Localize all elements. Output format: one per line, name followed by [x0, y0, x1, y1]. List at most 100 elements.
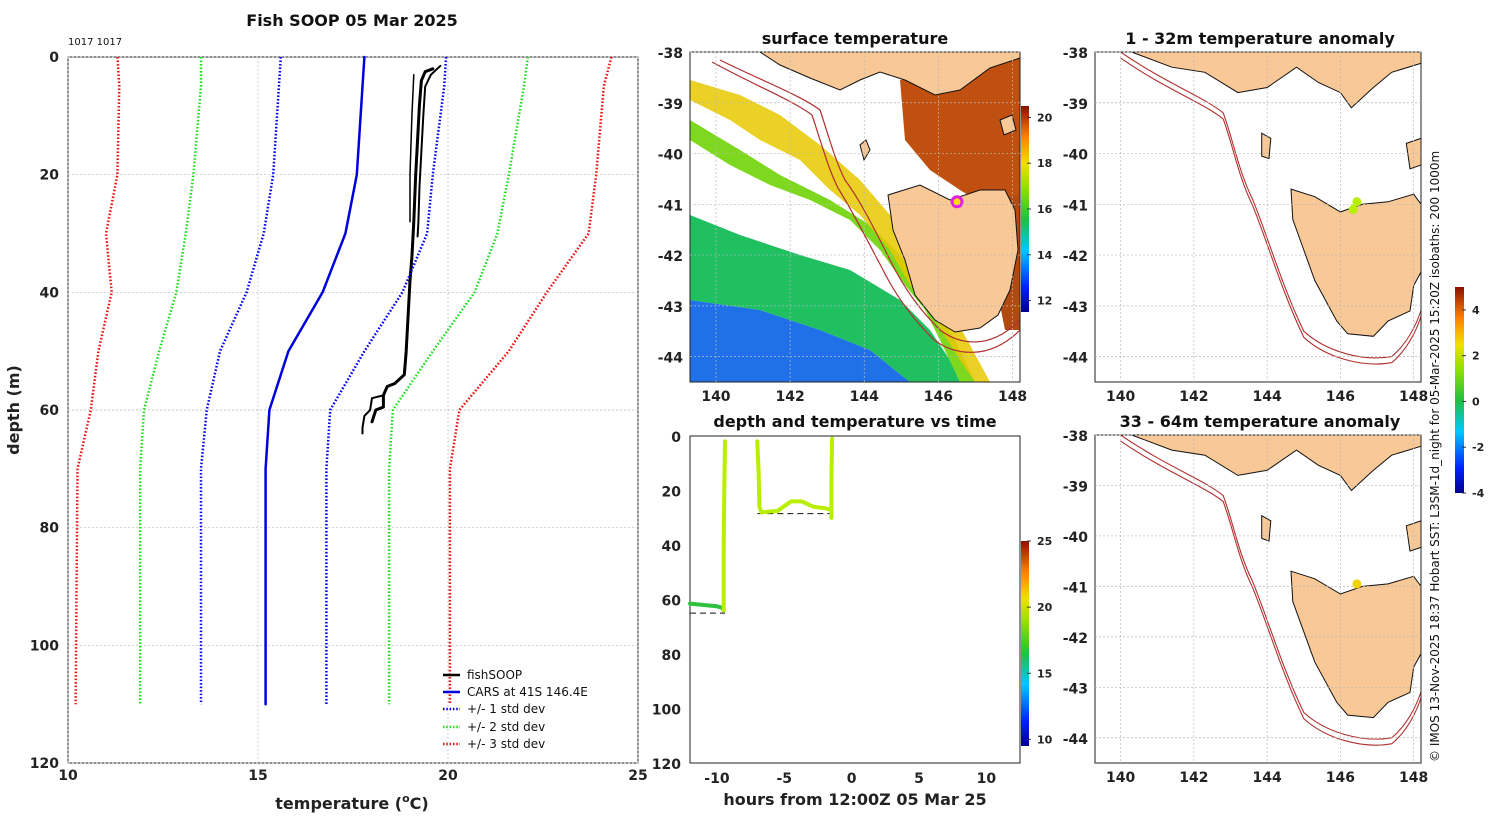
- td-xlabel: hours from 12:00Z 05 Mar 25: [723, 790, 986, 809]
- colorbar-tick: -2: [1472, 441, 1484, 454]
- td-track: [829, 436, 835, 520]
- colorbar-tick: 15: [1037, 667, 1052, 680]
- profile-series-fishsoop-up: [416, 64, 442, 238]
- profile-series--3-std: [448, 56, 613, 705]
- map-xtick: 140: [1106, 770, 1135, 786]
- profile-series-fishsoop-c: [409, 73, 415, 223]
- legend-fish: fishSOOP: [467, 668, 522, 682]
- profile-xtick: 25: [628, 768, 647, 784]
- side-caption: © IMOS 13-Nov-2025 18:37 Hobart SST: L3S…: [1428, 151, 1442, 762]
- colorbar-tick: -4: [1472, 487, 1485, 500]
- profile-ylabel: depth (m): [4, 365, 23, 455]
- mainland-victoria: [1131, 435, 1421, 492]
- profile-xtick: 10: [58, 768, 78, 784]
- colorbar-tick: 12: [1037, 295, 1052, 308]
- map-ytick: -39: [1063, 479, 1088, 495]
- map-ytick: -41: [658, 198, 683, 214]
- profile-series-fishsoop: [370, 67, 435, 424]
- profile-chart: 10 15 20 25 0 20 40 60 80 100 120 depth (m) temper…: [4, 50, 648, 813]
- profile-series-fishsoop-b: [361, 394, 385, 435]
- td-track: [688, 601, 726, 613]
- colorbar-tick: 2: [1472, 350, 1480, 363]
- profile-xtick: 15: [248, 768, 267, 784]
- map-ytick: -38: [1063, 429, 1088, 445]
- map-xtick: 142: [1179, 389, 1208, 405]
- colorbar-tick: 20: [1037, 111, 1053, 124]
- profile-ytick: 100: [30, 638, 59, 654]
- td-xtick: -10: [704, 771, 730, 787]
- sst-isobath-200: [719, 59, 1020, 343]
- legend-std1: +/- 1 std dev: [467, 702, 545, 716]
- map-ytick: -44: [1063, 732, 1089, 748]
- profile-ytick: 40: [40, 285, 60, 301]
- td-xtick: 5: [914, 771, 924, 787]
- map-xtick: 142: [1179, 770, 1208, 786]
- a2-frame: [1094, 434, 1422, 764]
- sst-colorbar: 20 18 16 14 12: [1021, 106, 1053, 312]
- td-ytick: 40: [662, 539, 682, 555]
- legend-cars: CARS at 41S 146.4E: [467, 685, 588, 699]
- td-ytick: 60: [662, 594, 682, 610]
- map-ytick: -42: [1063, 249, 1088, 265]
- sst-flinders-island: [999, 114, 1017, 136]
- xlabel-unit: C): [410, 794, 429, 813]
- td-ytick: 80: [662, 648, 682, 664]
- profile-series--2-std: [387, 56, 530, 705]
- anomaly-point: [1352, 197, 1362, 207]
- profile-series--1-std: [325, 56, 448, 705]
- td-colorbar-bar: [1021, 541, 1029, 746]
- legend-std3: +/- 3 std dev: [467, 737, 545, 751]
- king-island: [1261, 514, 1272, 542]
- anomaly-map-1-32m: 1 - 32m temperature anomaly 140 142 144 146…: [1063, 29, 1429, 405]
- td-plot-area: [689, 435, 1021, 764]
- td-ytick: 20: [662, 485, 682, 501]
- map-xtick: 144: [850, 389, 879, 405]
- profile-xtick: 20: [438, 768, 458, 784]
- colorbar-tick: 4: [1472, 304, 1480, 317]
- td-xtick: 0: [847, 771, 857, 787]
- map-ytick: -39: [658, 97, 683, 113]
- map-ytick: -42: [1063, 631, 1088, 647]
- td-ytick: 120: [652, 757, 681, 773]
- mainland-victoria: [1131, 52, 1421, 109]
- sst-map: surface temperature 140 142 144 146 148 -38 -3…: [658, 29, 1053, 405]
- anomaly-point: [1348, 204, 1358, 214]
- map-xtick: 148: [1399, 389, 1428, 405]
- colorbar-tick: 18: [1037, 157, 1052, 170]
- profile-series-cars-at-41s-146-4e: [264, 55, 366, 706]
- map-xtick: 146: [1326, 389, 1355, 405]
- td-title: depth and temperature vs time: [713, 412, 996, 431]
- profile-series--1-std: [199, 56, 283, 705]
- king-island: [1261, 132, 1272, 160]
- map-xtick: 148: [1399, 770, 1428, 786]
- sst-vessel-marker: [950, 195, 964, 209]
- map-ytick: -42: [658, 249, 683, 265]
- sst-field: [690, 52, 1020, 382]
- profile-series--2-std: [138, 57, 203, 705]
- map-xtick: 144: [1253, 770, 1282, 786]
- sst-mid-water: [690, 215, 960, 382]
- sst-colorbar-bar: [1021, 106, 1029, 312]
- anomaly-colorbar: 4 2 0 -2 -4: [1455, 287, 1485, 500]
- a1-title: 1 - 32m temperature anomaly: [1125, 29, 1395, 48]
- a1-frame: [1094, 51, 1422, 383]
- colorbar-tick: 20: [1037, 601, 1053, 614]
- profile-ytick: 20: [40, 168, 60, 184]
- profile-xlabel: temperature (oC): [275, 792, 428, 813]
- a2-title: 33 - 64m temperature anomaly: [1120, 412, 1401, 431]
- map-ytick: -38: [1063, 46, 1088, 62]
- sst-isobath-1000: [711, 61, 1020, 353]
- colorbar-tick: 16: [1037, 203, 1053, 216]
- isobath-1000: [1120, 440, 1421, 746]
- colorbar-tick: 25: [1037, 535, 1052, 548]
- profile-ytick: 80: [40, 521, 60, 537]
- anomaly-colorbar-bar: [1455, 287, 1464, 493]
- colorbar-tick: 0: [1472, 395, 1480, 408]
- sst-green-water: [690, 120, 975, 382]
- map-ytick: -44: [658, 351, 684, 367]
- profile-series--3-std: [74, 56, 121, 705]
- map-xtick: 140: [701, 389, 730, 405]
- td-xtick: -5: [777, 771, 793, 787]
- profile-legend: fishSOOP CARS at 41S 146.4E +/- 1 std de…: [443, 668, 588, 751]
- map-ytick: -43: [1063, 681, 1088, 697]
